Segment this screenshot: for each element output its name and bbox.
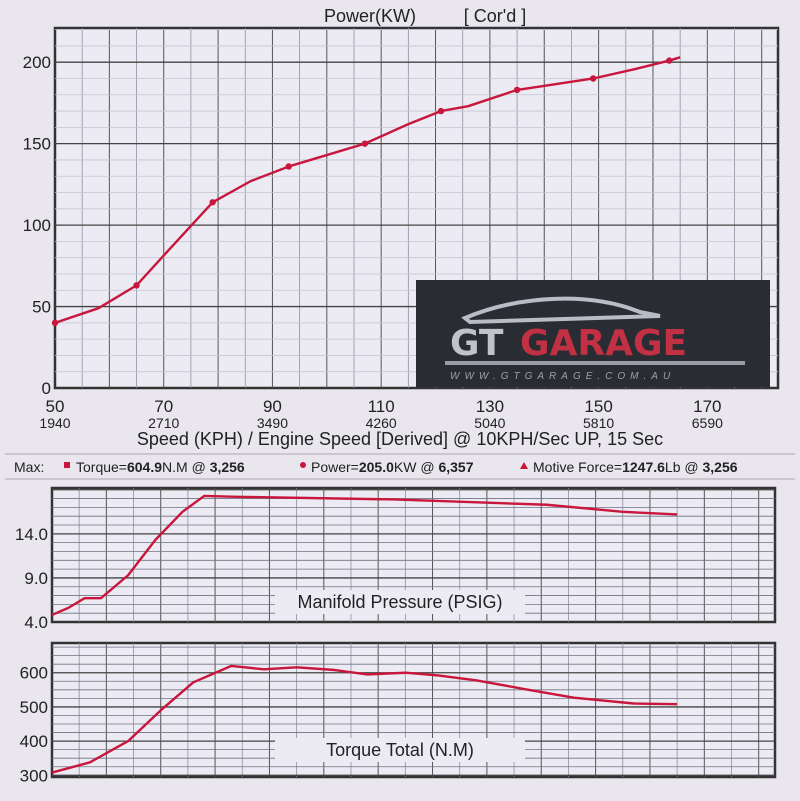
y-tick-label: 9.0 bbox=[24, 569, 48, 588]
x-axis-label: Speed (KPH) / Engine Speed [Derived] @ 1… bbox=[137, 429, 663, 449]
x-subtick-label: 2710 bbox=[148, 415, 179, 431]
y-tick-label: 4.0 bbox=[24, 613, 48, 632]
x-tick-label: 110 bbox=[368, 397, 395, 416]
power-title-note: [ Cor'd ] bbox=[464, 6, 526, 26]
data-point bbox=[513, 86, 521, 94]
data-point bbox=[51, 319, 59, 327]
x-tick-label: 150 bbox=[584, 397, 612, 416]
data-point bbox=[285, 163, 292, 170]
force-marker-icon bbox=[520, 462, 528, 469]
y-tick-label: 500 bbox=[20, 698, 48, 717]
x-tick-label: 70 bbox=[154, 397, 173, 416]
title-backdrop bbox=[275, 738, 525, 762]
y-tick-label: 400 bbox=[20, 732, 48, 751]
series-line bbox=[54, 56, 681, 324]
legend-torque: Torque=604.9N.M @ 3,256 bbox=[76, 459, 245, 475]
series-line bbox=[51, 494, 678, 617]
x-tick-label: 90 bbox=[263, 397, 282, 416]
series-line bbox=[51, 664, 678, 774]
x-subtick-label: 1940 bbox=[39, 415, 70, 431]
title-backdrop bbox=[275, 590, 525, 614]
gt-garage-logo: GT GARAGE WWW.GTGARAGE.COM.AU bbox=[416, 280, 770, 387]
power-title: Power(KW) bbox=[324, 6, 416, 26]
data-point bbox=[133, 282, 140, 289]
legend-motive-force: Motive Force=1247.6Lb @ 3,256 bbox=[533, 459, 738, 475]
manifold-pressure-plot: 4.0 9.0 14.0 Manifold Pressure (PSIG) bbox=[15, 486, 777, 632]
data-point bbox=[589, 75, 597, 82]
y-tick-label: 300 bbox=[20, 766, 48, 785]
y-tick-label: 0 bbox=[42, 379, 51, 398]
data-point bbox=[437, 107, 445, 115]
x-subtick-label: 4260 bbox=[366, 415, 397, 431]
svg-text:GT: GT bbox=[450, 323, 504, 364]
max-legend: Max: Torque=604.9N.M @ 3,256 Power=205.0… bbox=[14, 459, 738, 475]
plot-title: Manifold Pressure (PSIG) bbox=[297, 592, 502, 612]
x-subtick-label: 6590 bbox=[692, 415, 723, 431]
x-tick-label: 170 bbox=[693, 397, 721, 416]
x-subtick-label: 5810 bbox=[583, 415, 614, 431]
y-tick-label: 200 bbox=[23, 53, 51, 72]
torque-marker-icon bbox=[64, 462, 70, 468]
y-tick-label: 50 bbox=[32, 298, 51, 317]
plot-title: Torque Total (N.M) bbox=[326, 740, 474, 760]
x-subtick-label: 3490 bbox=[257, 415, 288, 431]
x-tick-label: 50 bbox=[46, 397, 65, 416]
svg-text:GARAGE: GARAGE bbox=[520, 323, 687, 364]
power-marker-icon bbox=[300, 462, 306, 468]
data-point bbox=[209, 199, 216, 206]
torque-plot: 300 400 500 600 Torque Total (N.M) bbox=[20, 641, 777, 785]
max-label: Max: bbox=[14, 459, 44, 475]
svg-text:WWW.GTGARAGE.COM.AU: WWW.GTGARAGE.COM.AU bbox=[450, 371, 675, 382]
y-tick-label: 600 bbox=[20, 664, 48, 683]
data-point bbox=[361, 140, 369, 147]
x-subtick-label: 5040 bbox=[474, 415, 505, 431]
y-tick-label: 100 bbox=[23, 216, 51, 235]
data-point bbox=[666, 57, 673, 64]
y-tick-label: 150 bbox=[23, 135, 51, 154]
y-tick-label: 14.0 bbox=[15, 525, 48, 544]
legend-power: Power=205.0KW @ 6,357 bbox=[311, 459, 474, 475]
x-tick-label: 130 bbox=[476, 397, 504, 416]
